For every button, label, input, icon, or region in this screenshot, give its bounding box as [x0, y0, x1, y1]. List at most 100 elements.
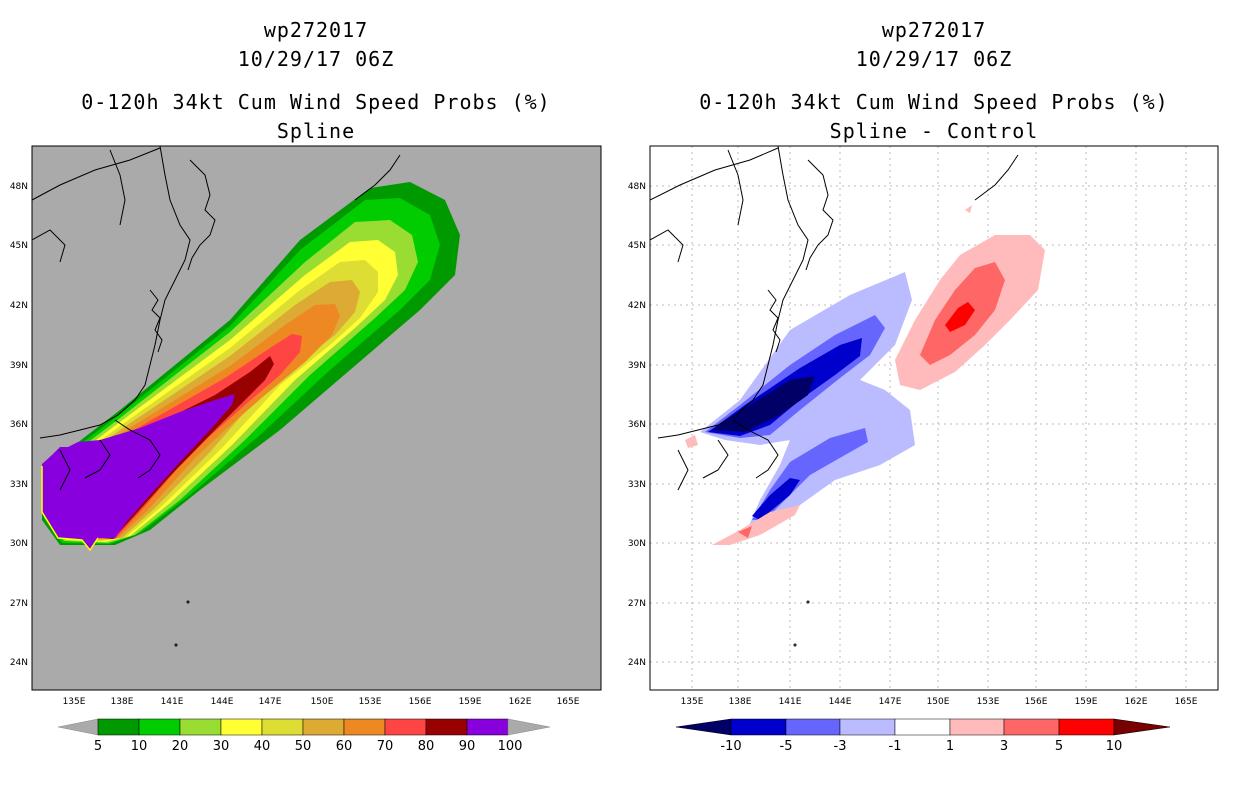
left-storm-id: wp272017: [263, 18, 369, 42]
lon-label: 135E: [681, 697, 704, 707]
lat-label: 45N: [628, 241, 646, 251]
lat-label: 33N: [10, 480, 28, 490]
lon-label: 138E: [111, 697, 134, 707]
colorbar-label: 5: [1055, 739, 1063, 754]
lat-label: 39N: [628, 361, 646, 371]
colorbar-label: 20: [172, 739, 189, 754]
colorbar-label: 5: [94, 739, 102, 754]
lon-label: 162E: [1125, 697, 1148, 707]
lat-label: 39N: [10, 361, 28, 371]
colorbar-label: 30: [213, 739, 230, 754]
colorbar-swatch-10-20: [138, 718, 181, 736]
lon-label: 147E: [879, 697, 902, 707]
lon-label: 162E: [509, 697, 532, 707]
colorbar-swatch-80-90: [425, 718, 468, 736]
lon-label: 135E: [63, 697, 86, 707]
colorbar-swatch-40-50: [261, 718, 304, 736]
lon-label: 165E: [1175, 697, 1198, 707]
colorbar-label: 40: [254, 739, 271, 754]
swath-90pct: [42, 394, 235, 550]
lat-label: 48N: [10, 182, 28, 192]
lon-label: 159E: [459, 697, 482, 707]
lon-label: 153E: [359, 697, 382, 707]
colorbar-swatch-5-10: [97, 718, 140, 736]
right-difference-field: [685, 205, 1045, 545]
colorbar-swatch-neg3-neg1: [839, 718, 896, 736]
colorbar-label: 10: [131, 739, 148, 754]
colorbar-left-end-triangle: [57, 718, 99, 736]
colorbar-label: 70: [377, 739, 394, 754]
left-map-frame: [31, 145, 602, 691]
diff-blue-darkest: [712, 376, 815, 432]
lat-label: 36N: [628, 420, 646, 430]
right-map-frame: [649, 145, 1219, 691]
colorbar-label: 1: [946, 739, 954, 754]
lat-label: 30N: [628, 539, 646, 549]
colorbar-label: 60: [336, 739, 353, 754]
lat-label: 24N: [628, 658, 646, 668]
right-lat-labels: 48N 45N 42N 39N 36N 33N 30N 27N 24N: [628, 182, 646, 668]
colorbar-swatch-3-5: [1003, 718, 1060, 736]
colorbar-label: 100: [498, 739, 523, 754]
colorbar-swatch-30-40: [220, 718, 263, 736]
lon-label: 150E: [311, 697, 334, 707]
colorbar-swatch-50-60: [302, 718, 345, 736]
lon-label: 156E: [409, 697, 432, 707]
left-lat-labels: 48N 45N 42N 39N 36N 33N 30N 27N 24N: [10, 182, 28, 668]
right-lon-labels: 135E 138E 141E 144E 147E 150E 153E 156E …: [681, 697, 1198, 707]
lat-label: 48N: [628, 182, 646, 192]
left-datetime: 10/29/17 06Z: [237, 47, 395, 71]
lon-label: 141E: [161, 697, 184, 707]
left-colorbar: 5 10 20 30 40 50 60 70 80 90 100: [57, 718, 551, 754]
colorbar-right-end-triangle: [1113, 718, 1171, 736]
lon-label: 165E: [557, 697, 580, 707]
left-map: [31, 145, 602, 691]
right-subtitle: Spline - Control: [829, 119, 1039, 143]
colorbar-swatch-70-80: [384, 718, 427, 736]
lat-label: 27N: [628, 599, 646, 609]
colorbar-swatch-5-10: [1058, 718, 1115, 736]
lon-label: 141E: [779, 697, 802, 707]
lat-label: 45N: [10, 241, 28, 251]
colorbar-label: 50: [295, 739, 312, 754]
colorbar-label: -3: [834, 739, 847, 754]
colorbar-swatch-neg1-1: [894, 718, 951, 736]
lon-label: 144E: [829, 697, 852, 707]
colorbar-left-end-triangle: [675, 718, 732, 736]
lat-label: 36N: [10, 420, 28, 430]
colorbar-label: -1: [889, 739, 902, 754]
left-probability-swath: [41, 182, 460, 552]
lon-label: 147E: [259, 697, 282, 707]
left-lon-labels: 135E 138E 141E 144E 147E 150E 153E 156E …: [63, 697, 580, 707]
right-title-block: wp272017 10/29/17 06Z 0-120h 34kt Cum Wi…: [648, 16, 1220, 146]
left-coastlines: [32, 146, 401, 647]
colorbar-label: 10: [1106, 739, 1123, 754]
right-coastlines: [650, 146, 1019, 647]
right-product-title: 0-120h 34kt Cum Wind Speed Probs (%): [699, 90, 1169, 114]
swath-edge-line: [41, 466, 99, 552]
diff-red-mid: [738, 262, 1005, 538]
lat-label: 27N: [10, 599, 28, 609]
colorbar-swatch-neg10-neg5: [730, 718, 787, 736]
colorbar-swatch-60-70: [343, 718, 386, 736]
right-datetime: 10/29/17 06Z: [855, 47, 1013, 71]
colorbar-swatch-90-100: [466, 718, 509, 736]
colorbar-right-end-triangle: [507, 718, 551, 736]
colorbar-label: 90: [459, 739, 476, 754]
lat-label: 42N: [628, 301, 646, 311]
right-map: [649, 145, 1219, 691]
left-title-block: wp272017 10/29/17 06Z 0-120h 34kt Cum Wi…: [30, 16, 602, 146]
left-subtitle: Spline: [276, 119, 356, 143]
lon-label: 153E: [977, 697, 1000, 707]
right-storm-id: wp272017: [881, 18, 987, 42]
lat-label: 24N: [10, 658, 28, 668]
left-product-title: 0-120h 34kt Cum Wind Speed Probs (%): [81, 90, 551, 114]
colorbar-label: 3: [1000, 739, 1008, 754]
lon-label: 150E: [927, 697, 950, 707]
lon-label: 156E: [1025, 697, 1048, 707]
colorbar-swatch-20-30: [179, 718, 222, 736]
colorbar-swatch-neg5-neg3: [785, 718, 841, 736]
lat-label: 42N: [10, 301, 28, 311]
lon-label: 144E: [211, 697, 234, 707]
